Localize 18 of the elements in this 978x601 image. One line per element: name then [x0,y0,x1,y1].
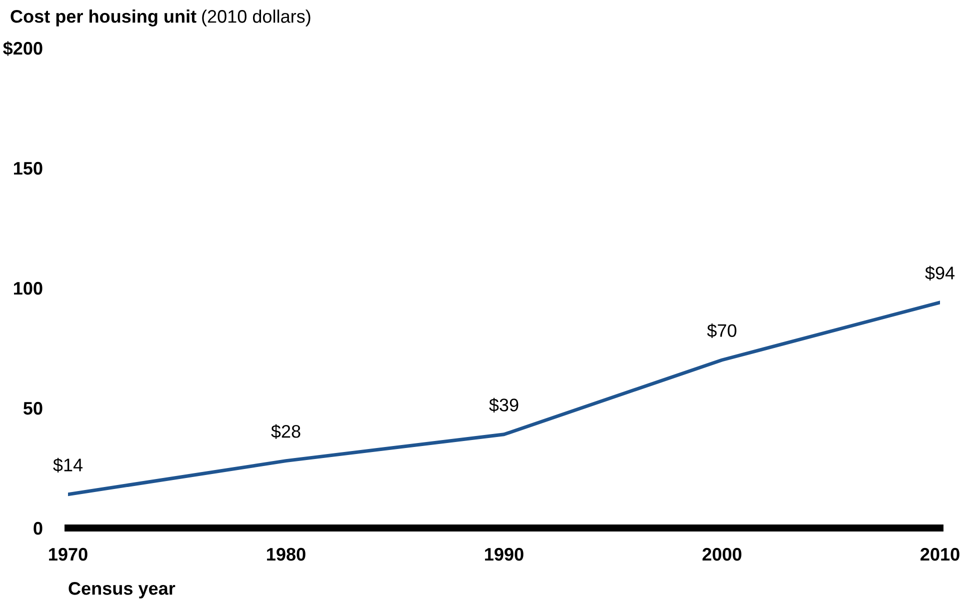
x-axis-title: Census year [68,582,176,598]
x-tick-label: 1980 [267,548,306,561]
y-tick-label: $200 [3,41,42,56]
data-label: $28 [271,424,300,439]
x-tick-label: 2000 [702,548,742,561]
data-label: $94 [925,266,955,280]
data-label: $39 [489,398,518,412]
chart-title: Cost per housing unit [10,10,196,26]
data-label: $70 [707,323,736,338]
x-tick-label: 1970 [49,548,88,561]
x-tick-label: 1990 [485,548,524,561]
y-tick-label: 0 [34,522,42,535]
y-tick-label: 100 [14,282,42,295]
chart-subtitle: (2010 dollars) [202,10,310,26]
y-tick-label: 150 [14,162,42,175]
data-label: $14 [53,458,83,472]
x-tick-label: 2010 [920,548,960,561]
y-tick-label: 50 [23,402,42,415]
